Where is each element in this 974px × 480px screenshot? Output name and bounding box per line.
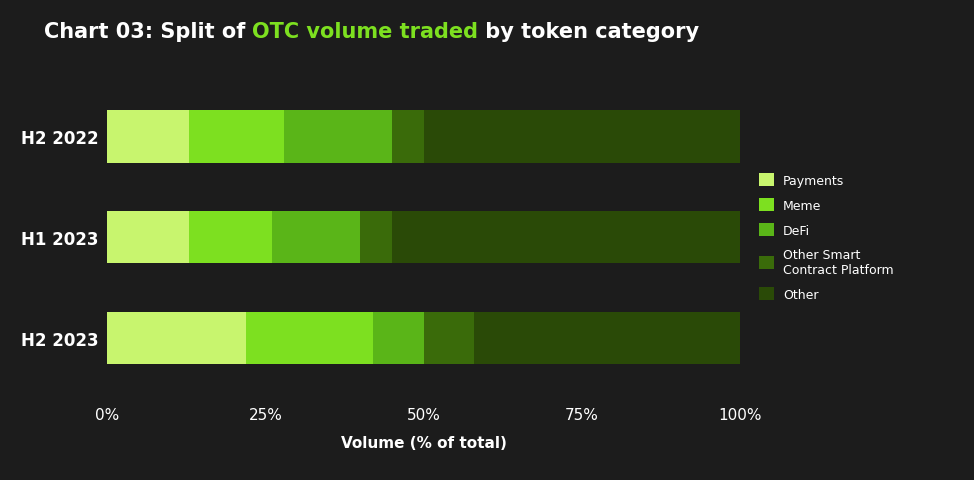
Bar (474, 312, 740, 364)
X-axis label: Volume (% of total): Volume (% of total) (341, 435, 506, 451)
Text: OTC volume traded: OTC volume traded (252, 22, 478, 42)
Bar (424, 111, 740, 163)
Bar (424, 312, 474, 364)
Bar (284, 111, 392, 163)
Bar (272, 212, 360, 264)
Bar (189, 111, 284, 163)
Bar (360, 212, 392, 264)
Text: by token category: by token category (478, 22, 699, 42)
Bar (107, 212, 189, 264)
Bar (392, 212, 740, 264)
Bar (373, 312, 424, 364)
Bar (392, 111, 424, 163)
Bar (246, 312, 373, 364)
Legend: Payments, Meme, DeFi, Other Smart
Contract Platform, Other: Payments, Meme, DeFi, Other Smart Contra… (759, 174, 893, 301)
Bar (189, 212, 272, 264)
Bar (107, 312, 246, 364)
Bar (107, 111, 189, 163)
Text: Chart 03: Split of: Chart 03: Split of (44, 22, 252, 42)
